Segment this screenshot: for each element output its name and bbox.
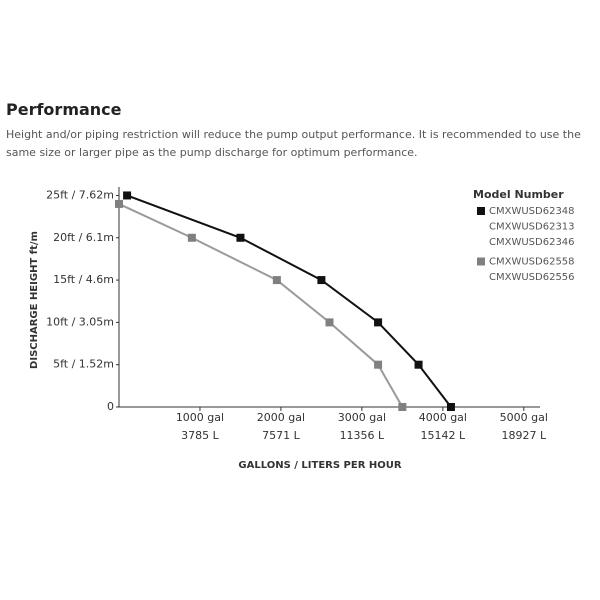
x-tick-label-liters: 3785 L xyxy=(181,429,219,442)
data-point xyxy=(187,233,196,242)
y-axis-label: DISCHARGE HEIGHT ft/m xyxy=(29,231,40,369)
series-line xyxy=(126,194,452,408)
data-point xyxy=(236,233,245,242)
x-tick-label-liters: 7571 L xyxy=(262,429,300,442)
x-tick-label-liters: 15142 L xyxy=(421,429,466,442)
x-axis-label: GALLONS / LITERS PER HOUR xyxy=(238,460,401,471)
legend-entry: CMXWUSD62313 xyxy=(489,222,575,233)
y-tick-label: 5ft / 1.52m xyxy=(53,358,114,371)
x-tick-label: 5000 gal xyxy=(500,411,548,424)
data-point xyxy=(272,276,281,285)
data-point xyxy=(115,199,123,208)
x-tick-label: 1000 gal xyxy=(176,411,224,424)
legend-title: Model Number xyxy=(473,188,564,201)
y-tick-label: 0 xyxy=(107,400,114,413)
x-tick-label: 3000 gal xyxy=(338,411,386,424)
legend-entry: CMXWUSD62346 xyxy=(489,237,575,248)
x-tick-label-liters: 11356 L xyxy=(340,429,385,442)
legend-entry: CMXWUSD62558 xyxy=(489,257,575,268)
data-point xyxy=(414,360,423,369)
legend-entry: CMXWUSD62348 xyxy=(489,206,575,217)
legend-swatch xyxy=(477,207,485,215)
data-point xyxy=(374,318,383,327)
y-tick-label: 10ft / 3.05m xyxy=(46,315,114,328)
data-point xyxy=(317,276,326,285)
y-tick-label: 25ft / 7.62m xyxy=(46,188,114,201)
legend-swatch xyxy=(477,257,485,266)
description: Height and/or piping restriction will re… xyxy=(6,128,581,159)
legend-entry: CMXWUSD62556 xyxy=(489,272,575,283)
heading: Performance xyxy=(6,100,122,119)
y-tick-label: 15ft / 4.6m xyxy=(53,273,114,286)
y-tick-label: 20ft / 6.1m xyxy=(53,231,114,244)
data-point xyxy=(374,360,383,369)
data-point xyxy=(325,318,334,327)
x-tick-label: 4000 gal xyxy=(419,411,467,424)
x-tick-label-liters: 18927 L xyxy=(501,429,546,442)
data-point xyxy=(446,403,455,411)
data-point xyxy=(123,191,132,200)
series-line xyxy=(118,203,404,408)
x-tick-label: 2000 gal xyxy=(257,411,305,424)
data-point xyxy=(398,403,407,411)
